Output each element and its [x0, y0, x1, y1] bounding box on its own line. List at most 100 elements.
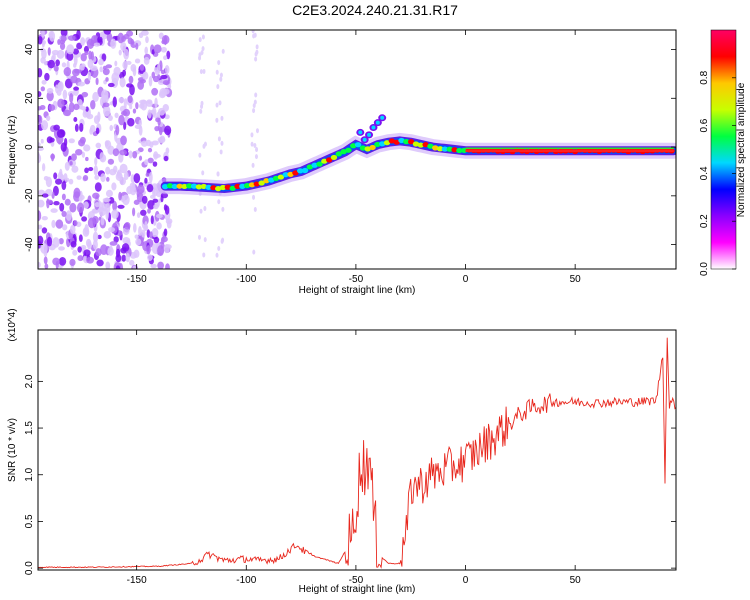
noise-blob: [38, 146, 44, 152]
noise-blob: [128, 150, 133, 159]
spectrogram-y-ticks: -40 -20 0 20 40: [24, 44, 676, 252]
noise-blob: [55, 219, 64, 229]
noise-blob: [159, 135, 166, 143]
noise-blob: [146, 184, 154, 193]
ridge-blob: [441, 146, 449, 152]
noise-blob: [201, 46, 205, 52]
noise-blob: [122, 194, 130, 206]
ridge-blob: [229, 185, 236, 191]
ridge-blob: [412, 141, 420, 147]
ridge-blob: [181, 183, 188, 190]
noise-blob: [160, 236, 165, 245]
noise-blob: [97, 234, 102, 240]
noise-blob: [57, 98, 65, 108]
noise-blob: [69, 258, 76, 267]
noise-blob: [81, 216, 88, 222]
colorbar-label: Normalized spectral amplitude: [736, 82, 747, 217]
noise-blob: [102, 68, 110, 76]
noise-blob: [98, 58, 104, 66]
noise-blob: [120, 135, 127, 146]
ridge-blob: [364, 146, 371, 152]
noise-blob: [161, 39, 168, 45]
noise-blob: [69, 202, 77, 213]
noise-blob: [147, 157, 154, 164]
ridge-blob: [330, 154, 338, 161]
noise-blob: [99, 66, 103, 73]
noise-blob: [93, 165, 98, 176]
noise-blob: [253, 99, 257, 105]
noise-blob: [163, 155, 169, 162]
ridge-blob: [427, 143, 434, 149]
noise-blob: [92, 231, 99, 243]
noise-blob: [251, 162, 255, 168]
noise-blob: [72, 249, 78, 256]
ridge-blob: [374, 141, 381, 148]
noise-blob: [73, 103, 80, 111]
ridge-blob: [388, 138, 396, 144]
noise-blob: [69, 92, 74, 103]
noise-blob: [160, 46, 167, 53]
noise-blob: [221, 206, 225, 212]
noise-blob: [110, 38, 117, 49]
noise-blob: [218, 100, 222, 106]
noise-blob: [83, 201, 89, 209]
noise-blob: [156, 213, 163, 219]
noise-blob: [100, 217, 105, 226]
noise-blob: [72, 48, 80, 55]
noise-blob: [138, 32, 144, 39]
noise-blob: [41, 227, 48, 234]
noise-blob: [148, 75, 153, 87]
noise-blob: [202, 143, 206, 149]
ridge-blob: [379, 141, 386, 147]
snr-plot-area: [38, 337, 676, 569]
ridge-blob: [362, 137, 367, 142]
noise-blob: [129, 259, 135, 266]
noise-blob: [136, 212, 141, 218]
noise-blob: [41, 193, 49, 198]
noise-blob: [106, 176, 110, 182]
noise-blob: [46, 236, 53, 247]
noise-blob: [76, 202, 85, 214]
noise-blob: [38, 199, 45, 208]
noise-blob: [105, 64, 113, 69]
noise-blob: [52, 257, 60, 266]
noise-blob: [139, 103, 145, 109]
noise-blob: [38, 68, 43, 78]
noise-blob: [53, 172, 58, 180]
noise-blob: [164, 64, 170, 75]
noise-blob: [149, 231, 153, 239]
noise-blob: [115, 124, 120, 136]
noise-blob: [118, 97, 125, 104]
noise-blob: [80, 37, 86, 46]
noise-blob: [55, 178, 63, 185]
noise-blob: [139, 79, 146, 84]
noise-blob: [215, 117, 219, 123]
noise-blob: [255, 44, 259, 50]
noise-blob: [118, 191, 122, 201]
noise-blob: [220, 140, 224, 146]
ridge-blob: [354, 142, 362, 148]
noise-blob: [202, 252, 206, 258]
snr-x-tick-label: -50: [349, 575, 364, 586]
snr-y-multiplier: (x10^4): [7, 308, 18, 341]
noise-blob: [41, 163, 46, 172]
noise-blob: [84, 167, 89, 174]
noise-blob: [83, 144, 91, 152]
noise-blob: [38, 106, 43, 111]
noise-blob: [127, 95, 133, 104]
colorbar-gradient: [710, 29, 737, 270]
noise-blob: [144, 177, 148, 184]
noise-blob: [70, 241, 77, 248]
noise-blob: [138, 155, 143, 161]
noise-blob: [106, 32, 113, 43]
noise-blob: [61, 193, 66, 201]
noise-blob: [107, 145, 115, 155]
noise-blob: [114, 60, 118, 67]
noise-blob: [220, 115, 224, 121]
noise-blob: [119, 71, 125, 80]
noise-blob: [58, 246, 65, 251]
noise-blob: [199, 69, 203, 75]
ridge-blob: [215, 186, 222, 192]
noise-blob: [216, 171, 220, 177]
noise-blob: [138, 226, 142, 237]
